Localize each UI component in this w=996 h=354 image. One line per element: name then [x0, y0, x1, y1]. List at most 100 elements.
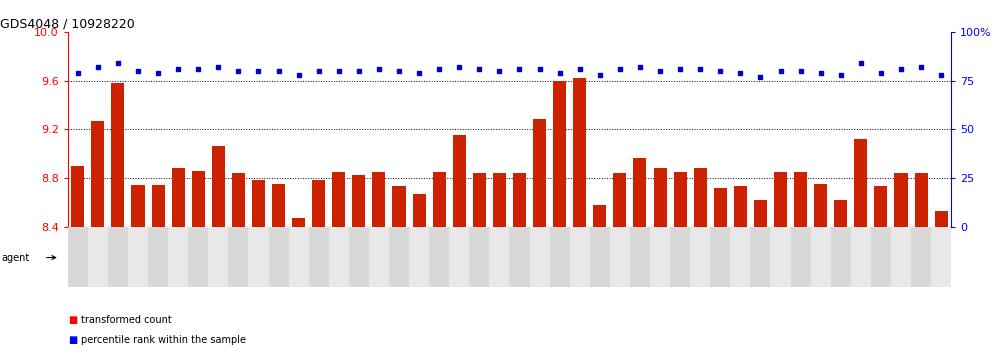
Bar [629, 227, 650, 287]
Bar [513, 173, 526, 354]
Bar [232, 173, 245, 354]
Bar [653, 168, 666, 354]
Bar [168, 227, 188, 287]
Bar [553, 81, 566, 354]
Bar [650, 227, 670, 287]
Text: AMH 50
ng/ml: AMH 50 ng/ml [495, 248, 524, 267]
Bar [392, 187, 405, 354]
Bar [369, 227, 389, 287]
Bar [774, 172, 787, 354]
Bar [610, 227, 629, 287]
Bar [510, 227, 530, 287]
Bar [794, 172, 807, 354]
Bar [633, 158, 646, 354]
Bar [670, 227, 690, 287]
Bar [734, 187, 747, 354]
Bar [432, 172, 445, 354]
Bar [148, 227, 168, 287]
Bar [791, 230, 851, 285]
Text: no treatment control: no treatment control [239, 253, 319, 262]
Bar [208, 227, 228, 287]
Bar [127, 227, 148, 287]
Bar [754, 200, 767, 354]
Bar [730, 227, 750, 287]
Bar [550, 227, 570, 287]
Bar [894, 173, 907, 354]
Bar [151, 185, 164, 354]
Bar [871, 227, 891, 287]
Text: CTGF 50
ng/ml: CTGF 50 ng/ml [574, 248, 606, 267]
Bar [570, 227, 590, 287]
Bar [292, 218, 305, 354]
Text: PDGF alfa bet
a hd 50 ng/ml: PDGF alfa bet a hd 50 ng/ml [874, 248, 927, 267]
Bar [570, 230, 610, 285]
Bar [68, 227, 88, 287]
Bar [329, 227, 349, 287]
Bar [911, 227, 931, 287]
Bar [594, 205, 607, 354]
Bar [831, 227, 851, 287]
Bar [851, 230, 951, 285]
Bar [690, 227, 710, 287]
Bar [835, 200, 848, 354]
Bar [610, 230, 650, 285]
Bar [693, 168, 707, 354]
Bar [429, 227, 449, 287]
Bar [874, 187, 887, 354]
Bar [771, 227, 791, 287]
Bar [68, 230, 489, 285]
Bar [131, 185, 144, 354]
Text: percentile rank within the sample: percentile rank within the sample [81, 335, 246, 345]
Text: GDNF 50
ng/ml: GDNF 50 ng/ml [693, 248, 727, 267]
Bar [389, 227, 409, 287]
Bar [309, 227, 329, 287]
Bar [710, 227, 730, 287]
Bar [191, 171, 205, 354]
Bar [750, 227, 771, 287]
Bar [590, 227, 610, 287]
Text: transformed count: transformed count [81, 315, 171, 325]
Bar [92, 121, 105, 354]
Bar [171, 168, 184, 354]
Bar [891, 227, 911, 287]
Bar [353, 176, 366, 354]
Text: BMP4 50
ng/ml: BMP4 50 ng/ml [533, 248, 567, 267]
Bar [530, 227, 550, 287]
Bar [614, 173, 626, 354]
Bar [690, 230, 730, 285]
Text: FGF7 50
ng/ml: FGF7 50 ng/ml [654, 248, 686, 267]
Bar [673, 172, 686, 354]
Text: agent: agent [1, 252, 29, 263]
Bar [373, 172, 385, 354]
Text: FGF2 50
ng/ml: FGF2 50 ng/ml [615, 248, 645, 267]
Bar [312, 180, 326, 354]
Bar [409, 227, 429, 287]
Bar [188, 227, 208, 287]
Bar [228, 227, 248, 287]
Bar [112, 83, 124, 354]
Text: KITLG 50
ng/ml: KITLG 50 ng/ml [743, 248, 778, 267]
Bar [811, 227, 831, 287]
Bar [473, 173, 486, 354]
Bar [453, 135, 466, 354]
Bar [530, 230, 570, 285]
Bar [469, 227, 489, 287]
Bar [489, 230, 530, 285]
Bar [730, 230, 791, 285]
Bar [248, 227, 269, 287]
Bar [650, 230, 690, 285]
Bar [88, 227, 108, 287]
Bar [252, 180, 265, 354]
Text: ■: ■ [68, 315, 77, 325]
Bar [814, 184, 828, 354]
Bar [493, 173, 506, 354]
Bar [533, 120, 546, 354]
Bar [412, 194, 425, 354]
Bar [574, 78, 587, 354]
Bar [272, 184, 285, 354]
Bar [714, 188, 727, 354]
Bar [212, 146, 225, 354]
Bar [269, 227, 289, 287]
Bar [934, 211, 947, 354]
Bar [914, 173, 927, 354]
